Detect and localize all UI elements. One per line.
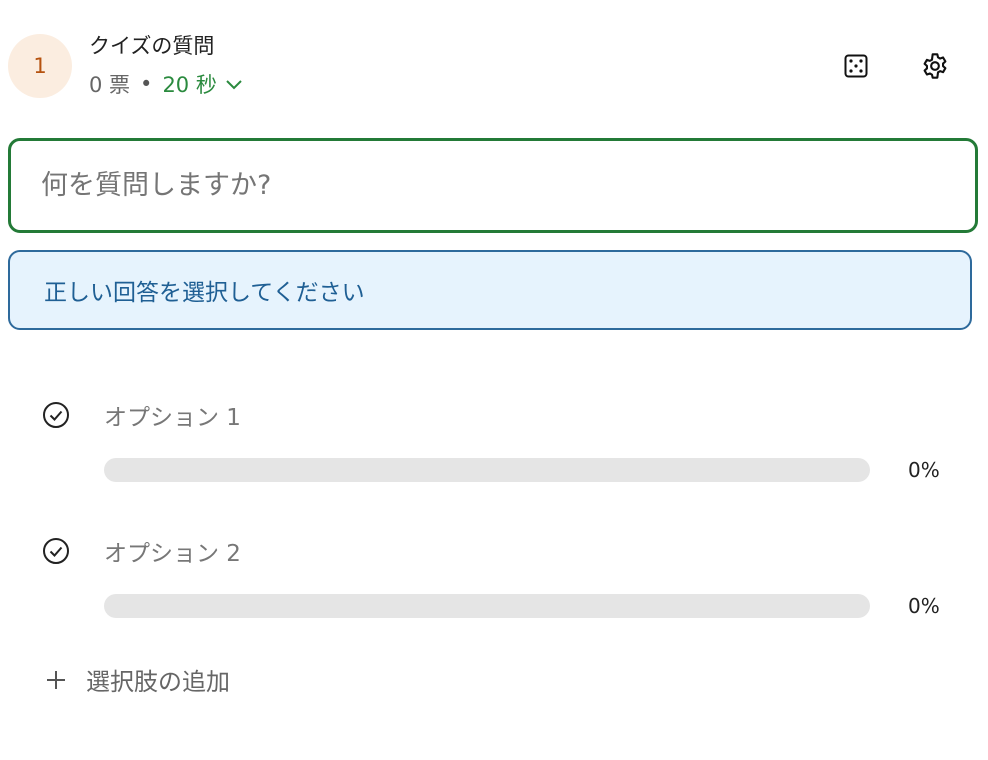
- question-meta: 0 票 • 20 秒: [89, 69, 243, 99]
- option-percent: 0%: [908, 594, 940, 618]
- question-number-avatar: 1: [8, 34, 72, 98]
- timer-value: 20 秒: [162, 73, 217, 97]
- option-label[interactable]: オプション 1: [104, 405, 241, 431]
- separator-dot: •: [140, 72, 153, 96]
- mark-correct-option-2[interactable]: [42, 537, 70, 569]
- check-circle-icon: [43, 402, 69, 428]
- option-label[interactable]: オプション 2: [104, 541, 241, 567]
- option-progress-bar: [104, 458, 870, 482]
- select-correct-answer-notice: 正しい回答を選択してください: [8, 250, 972, 330]
- vote-count: 0 票: [89, 73, 131, 97]
- settings-button[interactable]: [915, 46, 955, 86]
- question-input[interactable]: [8, 138, 978, 233]
- dice-icon: [844, 54, 868, 78]
- option-progress-bar: [104, 594, 870, 618]
- check-circle-icon: [43, 538, 69, 564]
- randomize-button[interactable]: [836, 46, 876, 86]
- gear-icon: [923, 53, 947, 79]
- mark-correct-option-1[interactable]: [42, 401, 70, 433]
- chevron-down-icon: [226, 80, 242, 90]
- question-type-title: クイズの質問: [89, 34, 215, 58]
- add-option-label: 選択肢の追加: [86, 668, 230, 696]
- add-option-button[interactable]: 選択肢の追加: [44, 662, 230, 697]
- timer-dropdown[interactable]: 20 秒: [162, 69, 242, 99]
- plus-icon: [47, 670, 65, 689]
- option-percent: 0%: [908, 458, 940, 482]
